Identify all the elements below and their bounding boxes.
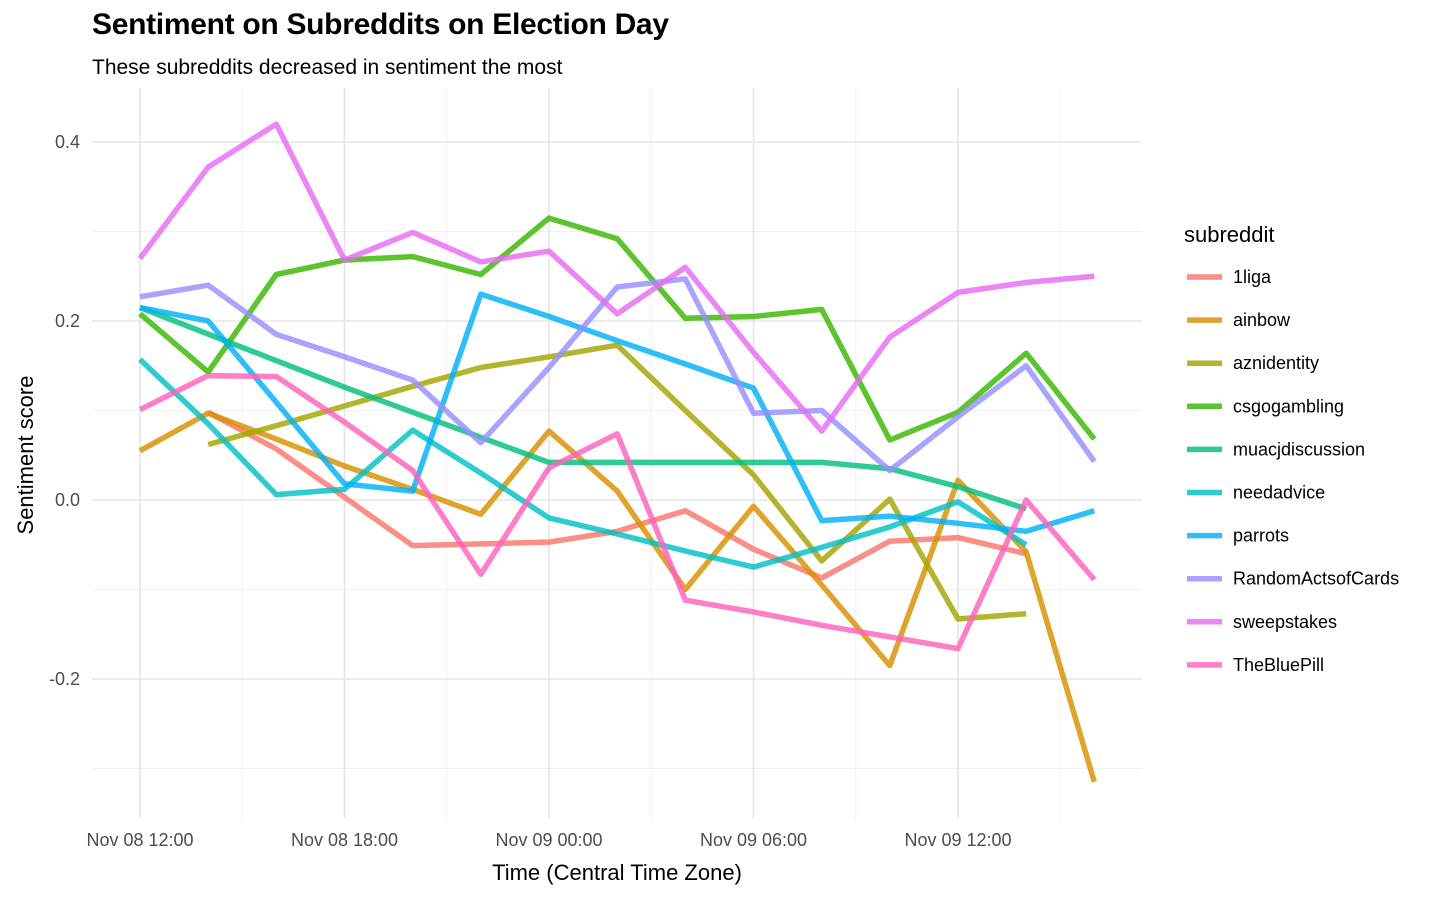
legend-label-needadvice: needadvice (1233, 483, 1325, 503)
x-tick-label: Nov 09 06:00 (700, 830, 807, 850)
legend-title: subreddit (1184, 222, 1275, 247)
chart-subtitle: These subreddits decreased in sentiment … (92, 56, 563, 79)
chart-title: Sentiment on Subreddits on Election Day (92, 8, 669, 41)
series-line-randomactsofcards (139, 276, 1097, 474)
grid-minor (92, 88, 1142, 818)
legend-label-sweepstakes: sweepstakes (1233, 612, 1337, 632)
series-line-thebluepill (138, 372, 1097, 652)
legend-label-parrots: parrots (1233, 526, 1289, 546)
legend: 1liga ainbow aznidentity csgogambling muacjd… (1187, 267, 1399, 675)
x-axis-title: Time (Central Time Zone) (492, 860, 742, 885)
x-tick-label: Nov 08 18:00 (291, 830, 398, 850)
series-line-muacjdiscussion (139, 305, 1028, 512)
series-line-sweepstakes (137, 121, 1095, 434)
legend-label-csgogambling: csgogambling (1233, 396, 1344, 416)
series-line-aznidentity (207, 342, 1027, 622)
x-tick-label: Nov 08 12:00 (86, 830, 193, 850)
x-tick-label: Nov 09 12:00 (904, 830, 1011, 850)
series-line-ainbow (138, 410, 1097, 783)
y-tick-label: 0.4 (55, 132, 80, 152)
y-tick-label: 0.0 (55, 490, 80, 510)
y-tick-label: 0.2 (55, 311, 80, 331)
series-line-csgogambling (138, 215, 1097, 443)
y-tick-label: -0.2 (49, 669, 80, 689)
y-axis-ticks: -0.2 0.0 0.2 0.4 (49, 132, 80, 689)
grid-major (92, 88, 1142, 818)
x-tick-label: Nov 09 00:00 (495, 830, 602, 850)
legend-label-1liga: 1liga (1233, 267, 1272, 287)
series-line-needadvice (138, 357, 1028, 570)
legend-label-muacjdiscussion: muacjdiscussion (1233, 439, 1365, 459)
legend-label-thebluepill: TheBluePill (1233, 655, 1324, 675)
series-lines (137, 121, 1097, 783)
series-line-parrots (139, 291, 1096, 535)
legend-label-aznidentity: aznidentity (1233, 353, 1319, 373)
y-axis-title: Sentiment score (13, 376, 38, 535)
x-axis-ticks: Nov 08 12:00 Nov 08 18:00 Nov 09 00:00 Nov … (86, 830, 1011, 850)
legend-label-ainbow: ainbow (1233, 310, 1291, 330)
legend-label-randomactsofcards: RandomActsofCards (1233, 569, 1399, 589)
